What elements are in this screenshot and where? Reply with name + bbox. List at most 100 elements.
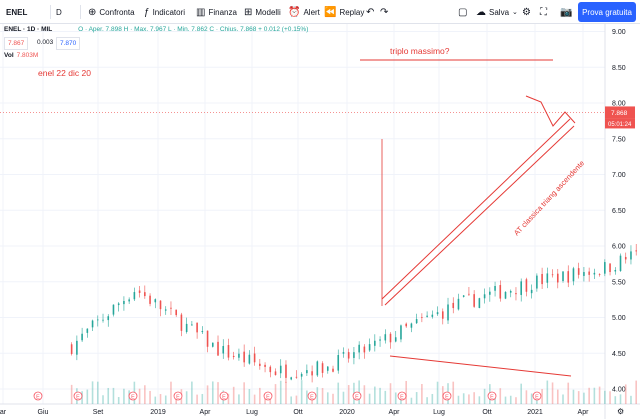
undo-button[interactable]: ↶: [366, 0, 377, 24]
redo-icon: ↷: [380, 6, 389, 18]
earnings-marker-label: E: [490, 395, 494, 401]
earnings-marker: [73, 391, 83, 401]
volume-bar: [577, 391, 580, 404]
candle-body: [515, 293, 517, 295]
volume-bar: [604, 390, 606, 404]
earnings-marker: [173, 391, 183, 401]
candle-body: [138, 290, 141, 293]
free-trial-button[interactable]: Prova gratuita: [578, 2, 636, 22]
candle-body: [311, 371, 313, 376]
candle-body: [353, 352, 355, 358]
candle-body: [112, 304, 115, 315]
earnings-marker: [442, 391, 452, 401]
symbol-search[interactable]: ENEL: [6, 7, 28, 17]
volume-bar: [494, 394, 496, 404]
volume-bar: [164, 395, 167, 404]
x-tick-label: Ott: [293, 409, 302, 416]
volume-bar: [525, 390, 528, 404]
chart-legend: ENEL · 1D · MIL O · Aper. 7.898 H · Max.…: [4, 26, 308, 33]
redo-button[interactable]: ↷: [380, 0, 391, 24]
volume-bar: [394, 392, 397, 404]
templates-button[interactable]: ⊞ Modelli: [244, 6, 281, 18]
candle-body: [175, 309, 177, 316]
volume-group: [70, 380, 637, 404]
volume-bar: [520, 383, 522, 404]
volume-bar: [619, 394, 622, 404]
candle-body: [337, 354, 340, 371]
volume-bar: [264, 397, 266, 404]
finance-button[interactable]: ▥ Finanza: [196, 6, 237, 18]
volume-bar: [201, 393, 204, 404]
x-tick-label: Apr: [200, 409, 212, 416]
y-tick-label: 6.00: [612, 244, 626, 251]
indicators-button[interactable]: ƒ Indicatori: [144, 6, 186, 18]
volume-bar: [154, 396, 157, 404]
candle-body: [614, 269, 617, 272]
volume-bar: [624, 384, 627, 404]
candle-body: [164, 309, 167, 311]
annotation-triangle: AT classica triang ascendente: [512, 159, 586, 238]
volume-bar: [426, 397, 428, 404]
volume-bar: [551, 382, 554, 404]
fullscreen-button[interactable]: ⛶: [540, 0, 550, 24]
volume-bar: [243, 382, 245, 404]
alert-button[interactable]: ⏰ Alert: [288, 6, 320, 18]
gear-icon: ⚙: [522, 6, 531, 18]
volume-bar: [300, 380, 303, 404]
volume-bar: [405, 380, 407, 404]
volume-bar: [159, 394, 162, 404]
earnings-marker-label: E: [222, 395, 226, 401]
candle-body: [170, 307, 172, 309]
volume-bar: [206, 385, 209, 404]
axis-settings-gear[interactable]: ⚙: [617, 407, 624, 416]
volume-bar: [112, 387, 115, 404]
volume-bar: [509, 395, 512, 404]
earnings-marker: [33, 391, 43, 401]
volume-bar: [96, 381, 99, 404]
x-tick-label: Set: [93, 409, 104, 416]
function-icon: ƒ: [144, 6, 150, 18]
candle-body: [577, 268, 580, 275]
save-button[interactable]: ☁ Salva ⌄: [476, 6, 518, 18]
bid-price-box[interactable]: 7.867: [4, 37, 29, 50]
interval-button[interactable]: D: [56, 7, 62, 17]
volume-bar: [457, 395, 460, 404]
volume-bar: [400, 397, 402, 404]
volume-bar: [483, 388, 486, 404]
volume-bar: [468, 394, 470, 404]
y-tick-label: 8.00: [612, 101, 626, 108]
candle-body: [489, 291, 491, 295]
triangle-support-line-lower: [384, 125, 575, 306]
x-tick-label: 2020: [339, 409, 355, 416]
y-tick-label: 7.00: [612, 172, 626, 179]
snapshot-button[interactable]: 📷: [560, 0, 575, 24]
candle-body: [227, 345, 230, 358]
candle-body: [546, 273, 549, 283]
volume-bar: [217, 382, 219, 404]
volume-bar: [499, 388, 502, 404]
volume-bar: [191, 381, 193, 404]
candle-body: [583, 272, 585, 276]
candle-body: [86, 328, 89, 333]
candle-body: [180, 314, 183, 331]
legend-title: ENEL · 1D · MIL: [4, 26, 53, 33]
volume-bar: [144, 385, 146, 404]
candle-body: [426, 315, 428, 317]
volume-bar: [415, 392, 418, 404]
volume-bar: [363, 385, 366, 404]
y-tick-label: 9.00: [612, 29, 626, 36]
layout-button[interactable]: ▢: [458, 0, 470, 24]
candle-body: [468, 293, 470, 295]
price-chart[interactable]: 4.00 4.50 5.00 5.50 6.00 6.50 7.00 7.50 8.00 8.50…: [0, 24, 640, 419]
candle-body: [91, 320, 94, 328]
candle-body: [520, 281, 522, 295]
ask-price-box[interactable]: 7.870: [56, 37, 81, 50]
compare-button[interactable]: ⊕ Confronta: [88, 6, 135, 18]
replay-button[interactable]: ⏪ Replay: [324, 6, 365, 18]
volume-bar: [285, 381, 287, 404]
toolbar-divider: [50, 5, 51, 19]
settings-button[interactable]: ⚙: [522, 0, 534, 24]
candle-body: [410, 323, 413, 328]
candle-body: [144, 292, 146, 297]
volume-bar: [332, 393, 334, 404]
